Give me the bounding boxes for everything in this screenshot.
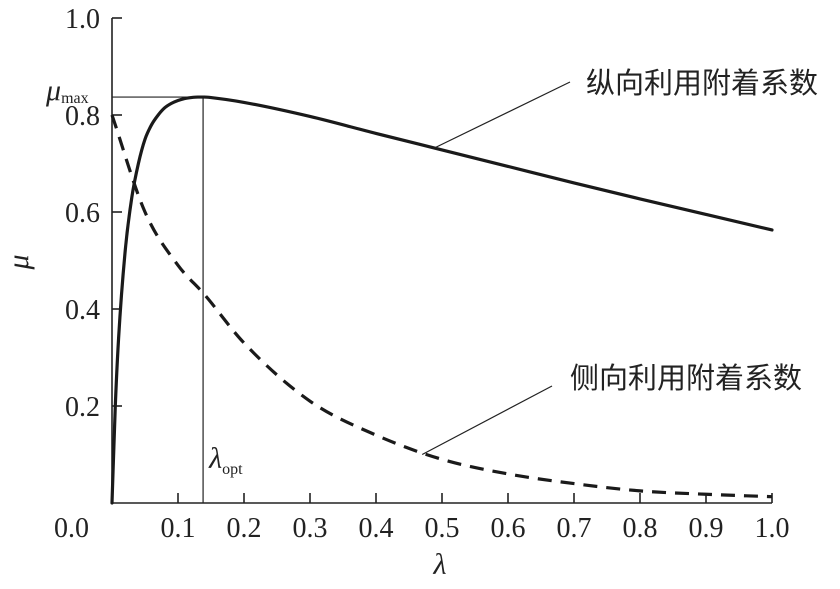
x-tick-label: 0.8 [623, 513, 658, 544]
series-labels: 纵向利用附着系数 侧向利用附着系数 [421, 66, 818, 456]
y-tick-label: 1.0 [65, 4, 100, 35]
y-axis-title: μ [2, 254, 35, 270]
x-tick-label: 0.3 [293, 513, 328, 544]
x-tick-label: 0.4 [359, 513, 394, 544]
origin-tick-label: 0.0 [54, 513, 89, 544]
longitudinal-label-leader [435, 81, 571, 149]
y-ticks: 0.2 0.4 0.6 0.8 1.0 [65, 4, 122, 423]
longitudinal-series-line [110, 95, 774, 505]
axes: 0.1 0.2 0.3 0.4 0.5 0.6 0.7 0.8 0.9 1.0 0.2 0.4 0.6… [54, 4, 790, 544]
lateral-label-leader [421, 385, 553, 456]
x-tick-label: 0.6 [491, 513, 526, 544]
lambda-opt-subscript: opt [222, 461, 243, 478]
y-tick-label: 0.6 [65, 198, 100, 229]
x-tick-label: 0.1 [161, 513, 196, 544]
lateral-series-line [110, 114, 773, 499]
y-tick-label: 0.2 [65, 392, 100, 423]
mu-max-symbol: μ [45, 74, 61, 107]
lateral-series-label: 侧向利用附着系数 [570, 361, 802, 395]
x-tick-label: 0.7 [557, 513, 592, 544]
reference-lines [112, 96, 204, 503]
x-ticks: 0.1 0.2 0.3 0.4 0.5 0.6 0.7 0.8 0.9 1.0 [161, 493, 790, 544]
mu-max-subscript: max [61, 90, 89, 107]
longitudinal-series-label: 纵向利用附着系数 [586, 66, 818, 100]
y-tick-label: 0.8 [65, 101, 100, 132]
lambda-opt-annotation: λopt [208, 442, 243, 478]
y-tick-label: 0.4 [65, 295, 100, 326]
lambda-opt-symbol: λ [208, 442, 222, 475]
series-group [110, 95, 774, 505]
x-axis-title: λ [433, 548, 447, 581]
x-tick-label: 1.0 [755, 513, 790, 544]
x-tick-label: 0.9 [689, 513, 724, 544]
mu-max-annotation: μmax [45, 74, 89, 107]
x-tick-label: 0.5 [425, 513, 460, 544]
annotations: μmax λopt [45, 74, 243, 478]
x-tick-label: 0.2 [227, 513, 262, 544]
